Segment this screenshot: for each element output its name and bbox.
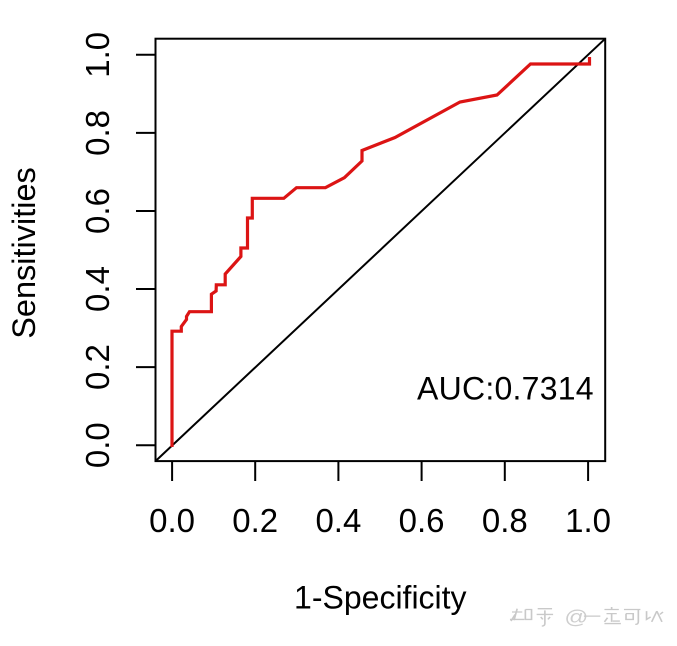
svg-text:0.0: 0.0 <box>79 422 116 468</box>
svg-text:AUC:0.7314: AUC:0.7314 <box>417 370 594 406</box>
svg-text:0.2: 0.2 <box>232 502 278 539</box>
svg-text:0.2: 0.2 <box>79 344 116 390</box>
svg-text:0.0: 0.0 <box>149 502 195 539</box>
svg-text:0.6: 0.6 <box>399 502 445 539</box>
svg-text:@: @ <box>564 607 588 628</box>
svg-text:1-Specificity: 1-Specificity <box>294 579 467 615</box>
svg-text:0.4: 0.4 <box>79 266 116 312</box>
svg-text:0.8: 0.8 <box>79 110 116 156</box>
svg-text:0.6: 0.6 <box>79 188 116 234</box>
svg-text:1.0: 1.0 <box>79 32 116 78</box>
svg-text:1.0: 1.0 <box>565 502 611 539</box>
svg-text:0.8: 0.8 <box>482 502 528 539</box>
svg-text:0.4: 0.4 <box>315 502 361 539</box>
svg-text:Sensitivities: Sensitivities <box>6 167 42 339</box>
